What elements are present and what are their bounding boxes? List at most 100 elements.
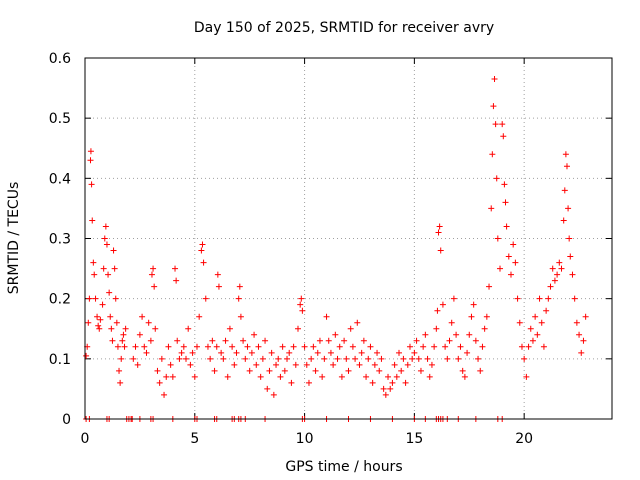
data-point	[549, 265, 556, 272]
data-point	[183, 355, 190, 362]
data-point	[435, 229, 442, 236]
data-point	[491, 76, 498, 83]
data-point	[534, 331, 541, 338]
data-point	[284, 355, 291, 362]
data-point	[415, 355, 422, 362]
data-point	[101, 235, 108, 242]
data-point	[275, 355, 282, 362]
data-point	[358, 349, 365, 356]
data-point	[200, 259, 207, 266]
data-point	[503, 223, 510, 230]
data-point	[286, 349, 293, 356]
data-point	[492, 121, 499, 128]
data-point	[417, 367, 424, 374]
data-point	[567, 253, 574, 260]
data-point	[354, 319, 361, 326]
data-point	[472, 337, 479, 344]
data-point	[578, 349, 585, 356]
data-point	[303, 361, 310, 368]
data-point	[551, 277, 558, 284]
data-point	[437, 247, 444, 254]
data-point	[103, 241, 110, 248]
data-point	[99, 301, 106, 308]
data-point	[262, 337, 269, 344]
data-point	[233, 349, 240, 356]
data-point	[202, 295, 209, 302]
data-point	[119, 337, 126, 344]
data-point	[251, 331, 258, 338]
data-point	[83, 352, 90, 359]
data-point	[483, 313, 490, 320]
data-point	[481, 325, 488, 332]
data-point	[139, 313, 146, 320]
data-point	[461, 373, 468, 380]
data-point	[268, 349, 275, 356]
data-point	[532, 313, 539, 320]
data-point	[88, 181, 95, 188]
data-point	[257, 373, 264, 380]
data-point	[122, 325, 129, 332]
data-point	[501, 181, 508, 188]
data-point	[299, 307, 306, 314]
data-point	[580, 337, 587, 344]
axis-ticks: 0 0.1 0.2 0.3 0.4 0.5 0.6 0 5 10 15 20	[49, 51, 612, 447]
data-point	[413, 337, 420, 344]
data-point	[180, 343, 187, 350]
data-point	[270, 391, 277, 398]
data-point	[207, 355, 214, 362]
data-point	[231, 361, 238, 368]
data-point	[172, 265, 179, 272]
data-point	[253, 361, 260, 368]
data-point	[152, 325, 159, 332]
data-point	[327, 349, 334, 356]
data-point	[143, 349, 150, 356]
data-point	[376, 367, 383, 374]
data-point	[132, 343, 139, 350]
data-point	[497, 265, 504, 272]
data-point	[107, 313, 114, 320]
x-tick-label: 10	[296, 431, 314, 447]
data-point	[105, 271, 112, 278]
data-point	[150, 265, 157, 272]
data-point	[310, 343, 317, 350]
data-point	[459, 367, 466, 374]
data-point	[439, 301, 446, 308]
data-point	[116, 367, 123, 374]
data-point	[319, 373, 326, 380]
data-point	[325, 337, 332, 344]
data-point	[525, 343, 532, 350]
data-point	[147, 337, 154, 344]
data-point	[569, 271, 576, 278]
data-point	[424, 355, 431, 362]
data-point	[434, 307, 441, 314]
data-point	[113, 319, 120, 326]
data-point	[259, 355, 266, 362]
data-point	[91, 271, 98, 278]
data-point	[96, 325, 103, 332]
x-tick-label: 15	[405, 431, 423, 447]
data-point	[281, 367, 288, 374]
data-point	[174, 337, 181, 344]
data-point	[374, 349, 381, 356]
data-point	[444, 355, 451, 362]
data-point	[360, 337, 367, 344]
data-point	[209, 337, 216, 344]
data-point	[448, 319, 455, 326]
data-point	[214, 271, 221, 278]
data-point	[468, 313, 475, 320]
data-point	[264, 385, 271, 392]
data-point	[222, 337, 229, 344]
data-point	[464, 349, 471, 356]
data-point	[236, 283, 243, 290]
data-point	[161, 391, 168, 398]
data-point	[173, 277, 180, 284]
data-point	[365, 355, 372, 362]
data-point	[87, 148, 94, 155]
data-point	[389, 379, 396, 386]
data-point	[220, 355, 227, 362]
data-point	[332, 331, 339, 338]
data-point	[382, 391, 389, 398]
data-point	[378, 355, 385, 362]
data-point	[248, 349, 255, 356]
data-point	[486, 283, 493, 290]
